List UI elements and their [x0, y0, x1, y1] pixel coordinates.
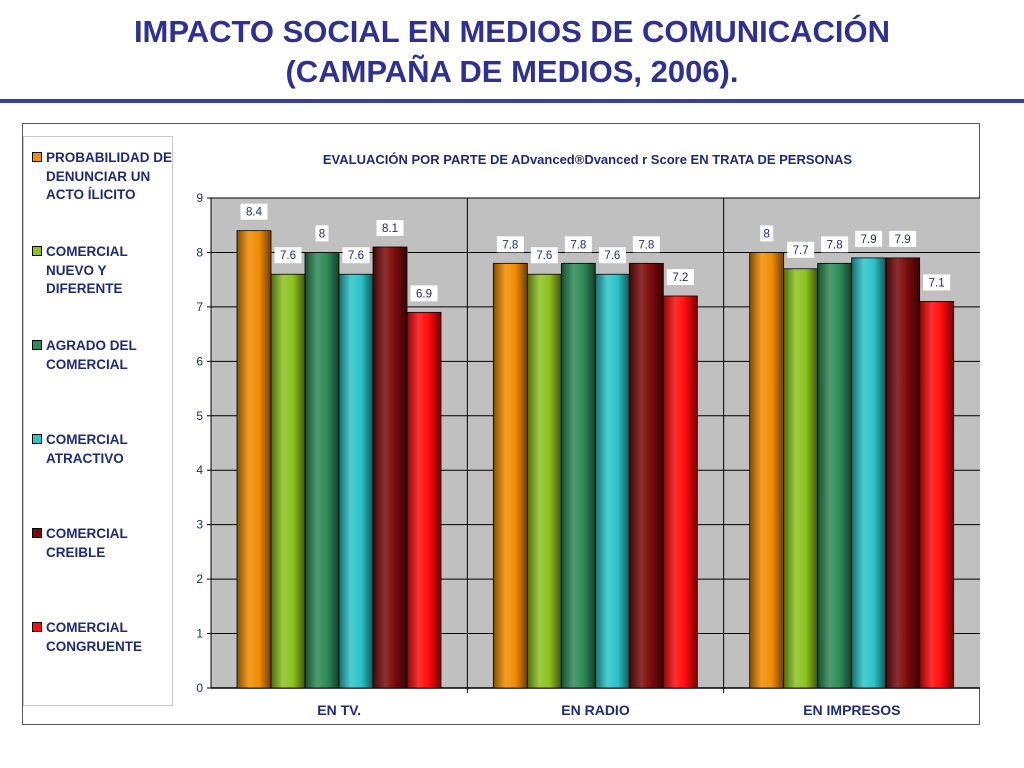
legend-label: COMERCIAL CONGRUENTE [46, 620, 143, 654]
legend-swatch [32, 528, 42, 538]
slide-title: IMPACTO SOCIAL EN MEDIOS DE COMUNICACIÓN… [0, 12, 1024, 92]
slide-title-line-1: IMPACTO SOCIAL EN MEDIOS DE COMUNICACIÓN [133, 14, 891, 49]
legend-label: AGRADO DEL COMERCIAL [46, 338, 137, 372]
legend-label: COMERCIAL ATRACTIVO [46, 432, 128, 466]
legend-swatch [32, 622, 42, 632]
chart-legend: PROBABILIDAD DE DENUNCIAR UN ACTO ÍLICIT… [23, 136, 173, 706]
legend-label: COMERCIAL NUEVO Y DIFERENTE [46, 244, 128, 296]
legend-swatch [32, 152, 42, 162]
legend-label: PROBABILIDAD DE DENUNCIAR UN ACTO ÍLICIT… [46, 150, 173, 202]
title-divider [0, 99, 1024, 103]
legend-swatch [32, 434, 42, 444]
legend-swatch [32, 340, 42, 350]
slide-title-line-2: (CAMPAÑA DE MEDIOS, 2006). [285, 54, 739, 89]
legend-label: COMERCIAL CREIBLE [46, 526, 128, 560]
legend-swatch [32, 246, 42, 256]
